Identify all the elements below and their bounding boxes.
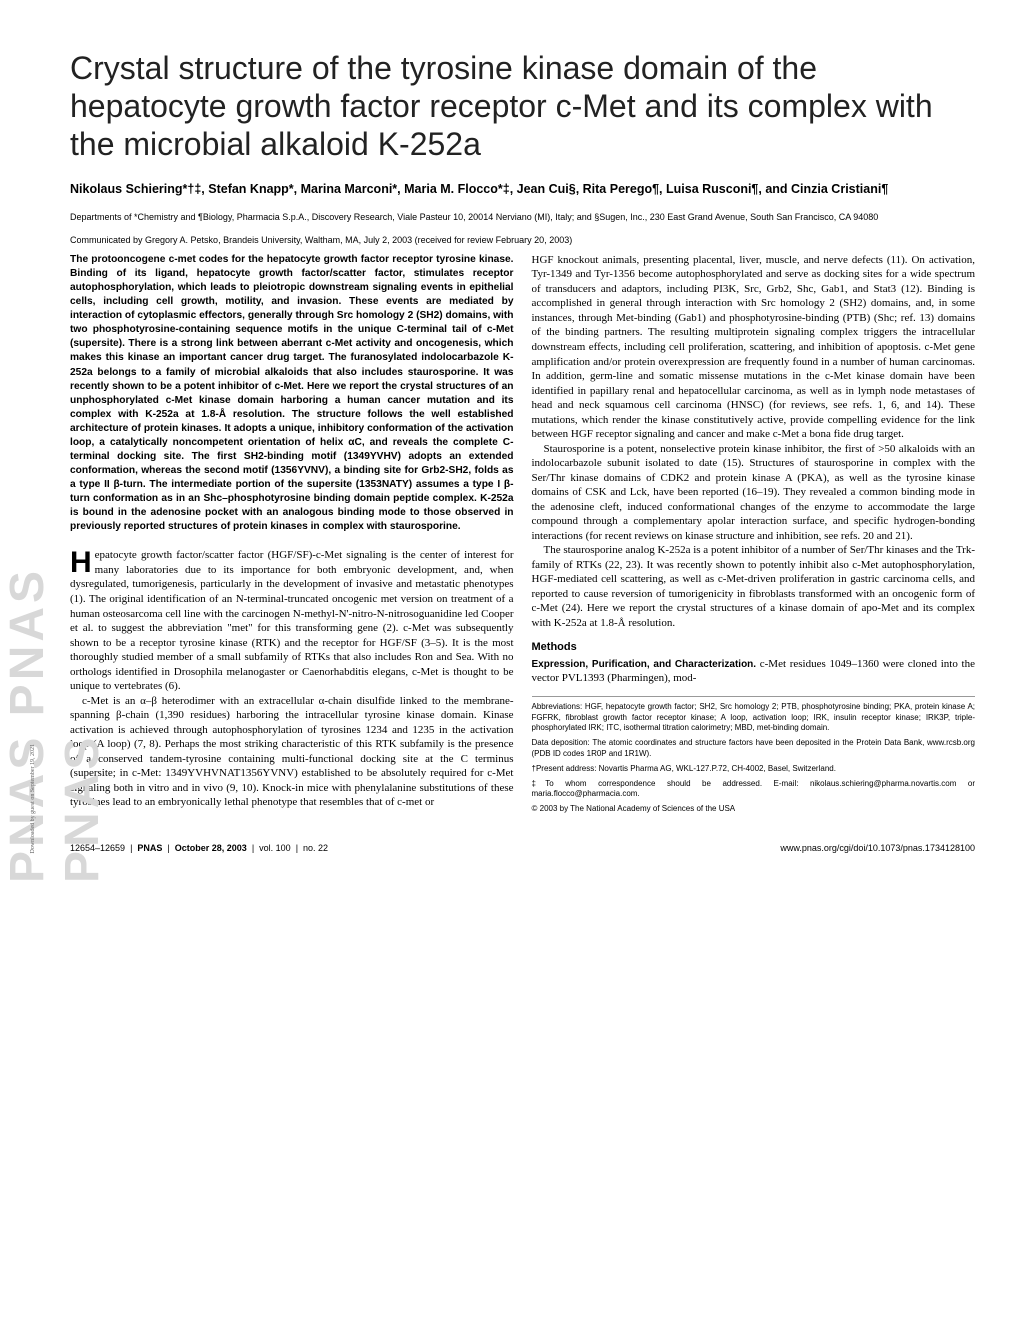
col2-paragraph-3: The staurosporine analog K-252a is a pot…	[532, 543, 976, 630]
footer-date: October 28, 2003	[175, 843, 247, 853]
methods-paragraph: Expression, Purification, and Characteri…	[532, 657, 976, 686]
footer-right: www.pnas.org/cgi/doi/10.1073/pnas.173412…	[780, 843, 975, 853]
footnote-deposition: Data deposition: The atomic coordinates …	[532, 738, 976, 760]
footnote-copyright: © 2003 by The National Academy of Scienc…	[532, 804, 976, 815]
footnote-correspondence: ‡To whom correspondence should be addres…	[532, 779, 976, 801]
author-list: Nikolaus Schiering*†‡, Stefan Knapp*, Ma…	[70, 181, 975, 199]
col2-paragraph-1: HGF knockout animals, presenting placent…	[532, 253, 976, 442]
download-note: Downloaded by guest on September 19, 202…	[30, 744, 36, 853]
methods-subheading: Expression, Purification, and Characteri…	[532, 659, 757, 670]
pnas-watermark: PNAS PNAS PNAS	[0, 420, 110, 883]
communicated-by: Communicated by Gregory A. Petsko, Brand…	[70, 235, 975, 245]
intro-paragraph-1: Hepatocyte growth factor/scatter factor …	[70, 548, 514, 693]
article-title: Crystal structure of the tyrosine kinase…	[70, 50, 975, 163]
footer-journal: PNAS	[137, 843, 162, 853]
intro-paragraph-2: c-Met is an α–β heterodimer with an extr…	[70, 694, 514, 810]
footnotes-block: Abbreviations: HGF, hepatocyte growth fa…	[532, 696, 976, 815]
footnote-abbreviations: Abbreviations: HGF, hepatocyte growth fa…	[532, 702, 976, 734]
footer-volume: vol. 100	[259, 843, 291, 853]
abstract: The protooncogene c-met codes for the he…	[70, 253, 514, 535]
affiliations: Departments of *Chemistry and ¶Biology, …	[70, 211, 975, 223]
page-container: PNAS PNAS PNAS Downloaded by guest on Se…	[0, 0, 1020, 883]
p1-text: epatocyte growth factor/scatter factor (…	[70, 549, 514, 692]
col2-paragraph-2: Staurosporine is a potent, nonselective …	[532, 442, 976, 544]
page-footer: 12654–12659 | PNAS | October 28, 2003 | …	[70, 835, 975, 853]
two-column-body: The protooncogene c-met codes for the he…	[70, 253, 975, 815]
footnote-present-address: †Present address: Novartis Pharma AG, WK…	[532, 764, 976, 775]
methods-heading: Methods	[532, 640, 976, 655]
footer-issue: no. 22	[303, 843, 328, 853]
